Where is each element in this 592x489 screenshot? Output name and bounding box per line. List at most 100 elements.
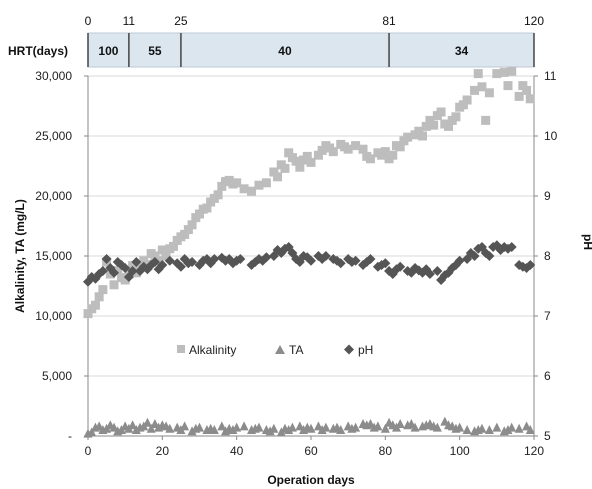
point-alkalinity	[291, 156, 301, 166]
point-ta	[217, 421, 227, 431]
hrt-boundary-label: 81	[382, 14, 396, 28]
y-left-tick-label: 30,000	[35, 69, 72, 83]
point-alkalinity	[150, 251, 160, 261]
point-ta	[284, 425, 294, 434]
point-ta	[432, 422, 442, 432]
point-ph	[395, 261, 406, 272]
x-tick-label: 0	[85, 444, 92, 458]
point-alkalinity	[492, 69, 502, 79]
point-ta	[142, 417, 152, 427]
point-alkalinity	[514, 91, 524, 101]
hrt-band	[87, 32, 535, 68]
point-ta	[484, 425, 494, 434]
hrt-header: HRT(days) 0 11 25 81 120 100 55 40 34	[8, 14, 544, 68]
point-alkalinity	[403, 132, 413, 142]
point-ta	[128, 420, 138, 430]
point-ta	[187, 426, 197, 436]
y-right-tick-label: 5	[544, 429, 551, 443]
point-ph	[320, 251, 331, 261]
point-ta	[492, 422, 502, 432]
point-ph	[365, 254, 376, 264]
point-alkalinity	[98, 285, 108, 295]
point-alkalinity	[239, 184, 249, 194]
point-alkalinity	[473, 69, 483, 79]
point-ta	[477, 423, 487, 433]
point-alkalinity	[261, 178, 271, 188]
x-tick-label: 120	[524, 444, 544, 458]
y-left-tick-label: 15,000	[35, 249, 72, 263]
point-alkalinity	[269, 167, 279, 177]
point-ph	[350, 255, 361, 266]
point-ph	[469, 251, 480, 261]
point-alkalinity	[414, 126, 424, 136]
point-alkalinity	[161, 251, 171, 261]
point-ta	[239, 421, 249, 431]
point-ph	[157, 260, 168, 270]
hrt-boundary-label: 11	[123, 14, 136, 28]
legend-label-alkalinity: Alkalinity	[189, 343, 236, 357]
point-alkalinity	[507, 66, 517, 76]
point-alkalinity	[388, 150, 398, 160]
y-axis-right-title: pH	[581, 234, 592, 250]
point-ta	[462, 425, 472, 434]
point-alkalinity	[273, 172, 283, 182]
point-alkalinity	[254, 180, 264, 190]
point-ta	[514, 423, 524, 433]
point-alkalinity	[109, 280, 119, 290]
point-alkalinity	[499, 67, 509, 77]
y-left-tick-label: 20,000	[35, 189, 72, 203]
point-ph	[187, 257, 198, 267]
hrt-value: 55	[148, 44, 162, 58]
point-ph	[335, 258, 346, 269]
hrt-value: 40	[278, 44, 292, 58]
hrt-boundary-label: 120	[524, 14, 544, 28]
point-alkalinity	[313, 150, 323, 160]
point-alkalinity	[418, 131, 427, 141]
point-ph	[235, 254, 246, 264]
point-ph	[257, 255, 268, 266]
point-ta	[373, 421, 383, 431]
point-alkalinity	[213, 190, 223, 200]
x-axis-title: Operation days	[267, 473, 355, 487]
point-ta	[165, 423, 175, 433]
hrt-boundary-label: 0	[85, 14, 92, 28]
point-ta	[321, 422, 331, 432]
point-ph	[175, 261, 186, 272]
point-alkalinity	[395, 142, 405, 152]
point-ta	[254, 422, 264, 432]
point-ph	[380, 258, 391, 269]
hrt-label: HRT(days)	[8, 44, 68, 58]
point-ph	[101, 254, 112, 264]
y-left-tick-label: 25,000	[35, 129, 72, 143]
point-alkalinity	[429, 120, 439, 130]
point-alkalinity	[477, 82, 487, 92]
point-ph	[424, 269, 435, 279]
point-ta	[287, 422, 297, 432]
point-ta	[507, 422, 517, 432]
point-alkalinity	[195, 209, 204, 219]
y-right-tick-label: 10	[544, 129, 558, 143]
point-ta	[351, 422, 361, 432]
point-ta	[232, 422, 242, 432]
point-ta	[455, 422, 465, 432]
point-alkalinity	[436, 107, 446, 117]
point-alkalinity	[284, 148, 294, 158]
point-ta	[395, 419, 405, 428]
x-tick-label: 40	[230, 444, 244, 458]
point-alkalinity	[343, 144, 353, 154]
x-tick-label: 20	[156, 444, 170, 458]
legend-marker-ta	[275, 345, 285, 354]
point-alkalinity	[317, 145, 327, 155]
y-axis-left-title: Alkalinity, TA (mg/L)	[13, 199, 27, 313]
point-alkalinity	[180, 229, 190, 239]
point-ph	[127, 266, 138, 276]
point-ph	[164, 255, 175, 266]
point-alkalinity	[365, 154, 375, 164]
y-right-tick-label: 11	[544, 69, 557, 83]
point-alkalinity	[451, 112, 461, 122]
point-alkalinity	[503, 81, 513, 91]
hrt-value: 34	[455, 44, 469, 58]
point-alkalinity	[217, 181, 227, 191]
point-alkalinity	[168, 241, 178, 251]
